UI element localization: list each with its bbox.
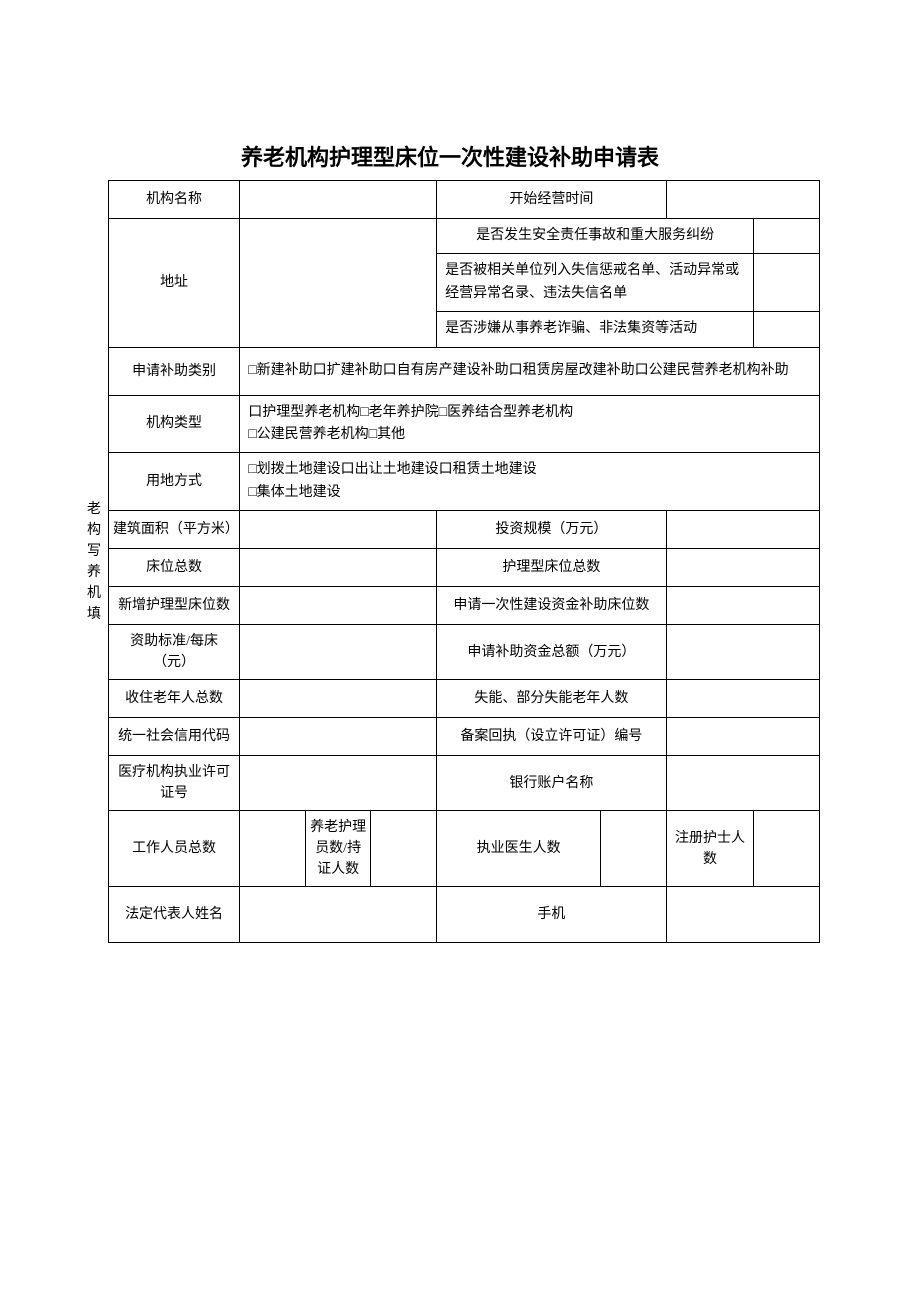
label-caregiver-count: 养老护理员数/持证人数	[305, 811, 371, 887]
field-fraud	[754, 312, 820, 347]
field-apply-beds	[666, 587, 819, 625]
field-total-beds	[240, 549, 437, 587]
label-invest-scale: 投资规模（万元）	[437, 511, 667, 549]
field-new-nursing-beds	[240, 587, 437, 625]
field-address	[240, 219, 437, 348]
label-org-name: 机构名称	[108, 181, 239, 219]
field-legal-rep	[240, 887, 437, 943]
field-staff-total	[240, 811, 306, 887]
field-nurse-count	[754, 811, 820, 887]
label-elderly-total: 收住老年人总数	[108, 680, 239, 718]
field-land-use: □划拨土地建设口出让土地建设口租赁土地建设 □集体土地建设	[240, 453, 820, 511]
label-fraud: 是否涉嫌从事养老诈骗、非法集资等活动	[437, 312, 754, 347]
field-start-date	[666, 181, 819, 219]
label-apply-beds: 申请一次性建设资金补助床位数	[437, 587, 667, 625]
label-bank-account: 银行账户名称	[437, 756, 667, 811]
field-medical-license	[240, 756, 437, 811]
field-total-subsidy	[666, 625, 819, 680]
field-org-type: 口护理型养老机构□老年养护院□医养结合型养老机构 □公建民营养老机构□其他	[240, 395, 820, 453]
label-discredit-list: 是否被相关单位列入失信惩戒名单、活动异常或经营异常名录、违法失信名单	[437, 254, 754, 312]
field-invest-scale	[666, 511, 819, 549]
field-org-name	[240, 181, 437, 219]
page-title: 养老机构护理型床位一次性建设补助申请表	[80, 140, 820, 172]
label-subsidy-type: 申请补助类别	[108, 347, 239, 395]
label-credit-code: 统一社会信用代码	[108, 718, 239, 756]
field-phone	[666, 887, 819, 943]
label-nursing-beds: 护理型床位总数	[437, 549, 667, 587]
label-new-nursing-beds: 新增护理型床位数	[108, 587, 239, 625]
field-discredit-list	[754, 254, 820, 312]
label-staff-total: 工作人员总数	[108, 811, 239, 887]
field-subsidy-type: □新建补助口扩建补助口自有房产建设补助口租赁房屋改建补助口公建民营养老机构补助	[240, 347, 820, 395]
field-filing-receipt	[666, 718, 819, 756]
field-nursing-beds	[666, 549, 819, 587]
label-total-beds: 床位总数	[108, 549, 239, 587]
label-filing-receipt: 备案回执（设立许可证）编号	[437, 718, 667, 756]
label-safety-accident: 是否发生安全责任事故和重大服务纠纷	[437, 219, 754, 254]
field-disabled-elderly	[666, 680, 819, 718]
field-subsidy-per-bed	[240, 625, 437, 680]
label-nurse-count: 注册护士人数	[666, 811, 754, 887]
label-build-area: 建筑面积（平方米）	[108, 511, 239, 549]
label-medical-license: 医疗机构执业许可证号	[108, 756, 239, 811]
field-credit-code	[240, 718, 437, 756]
label-total-subsidy: 申请补助资金总额（万元）	[437, 625, 667, 680]
label-land-use: 用地方式	[108, 453, 239, 511]
side-label: 老构写养机填	[80, 181, 108, 943]
label-org-type: 机构类型	[108, 395, 239, 453]
field-build-area	[240, 511, 437, 549]
field-elderly-total	[240, 680, 437, 718]
label-subsidy-per-bed: 资助标准/每床（元）	[108, 625, 239, 680]
label-start-date: 开始经营时间	[437, 181, 667, 219]
label-address: 地址	[108, 219, 239, 348]
label-disabled-elderly: 失能、部分失能老年人数	[437, 680, 667, 718]
field-safety-accident	[754, 219, 820, 254]
application-table: 老构写养机填 机构名称 开始经营时间 地址 是否发生安全责任事故和重大服务纠纷 …	[80, 180, 820, 943]
field-doctor-count	[601, 811, 667, 887]
label-phone: 手机	[437, 887, 667, 943]
label-legal-rep: 法定代表人姓名	[108, 887, 239, 943]
label-doctor-count: 执业医生人数	[437, 811, 601, 887]
field-bank-account	[666, 756, 819, 811]
field-caregiver-count	[371, 811, 437, 887]
